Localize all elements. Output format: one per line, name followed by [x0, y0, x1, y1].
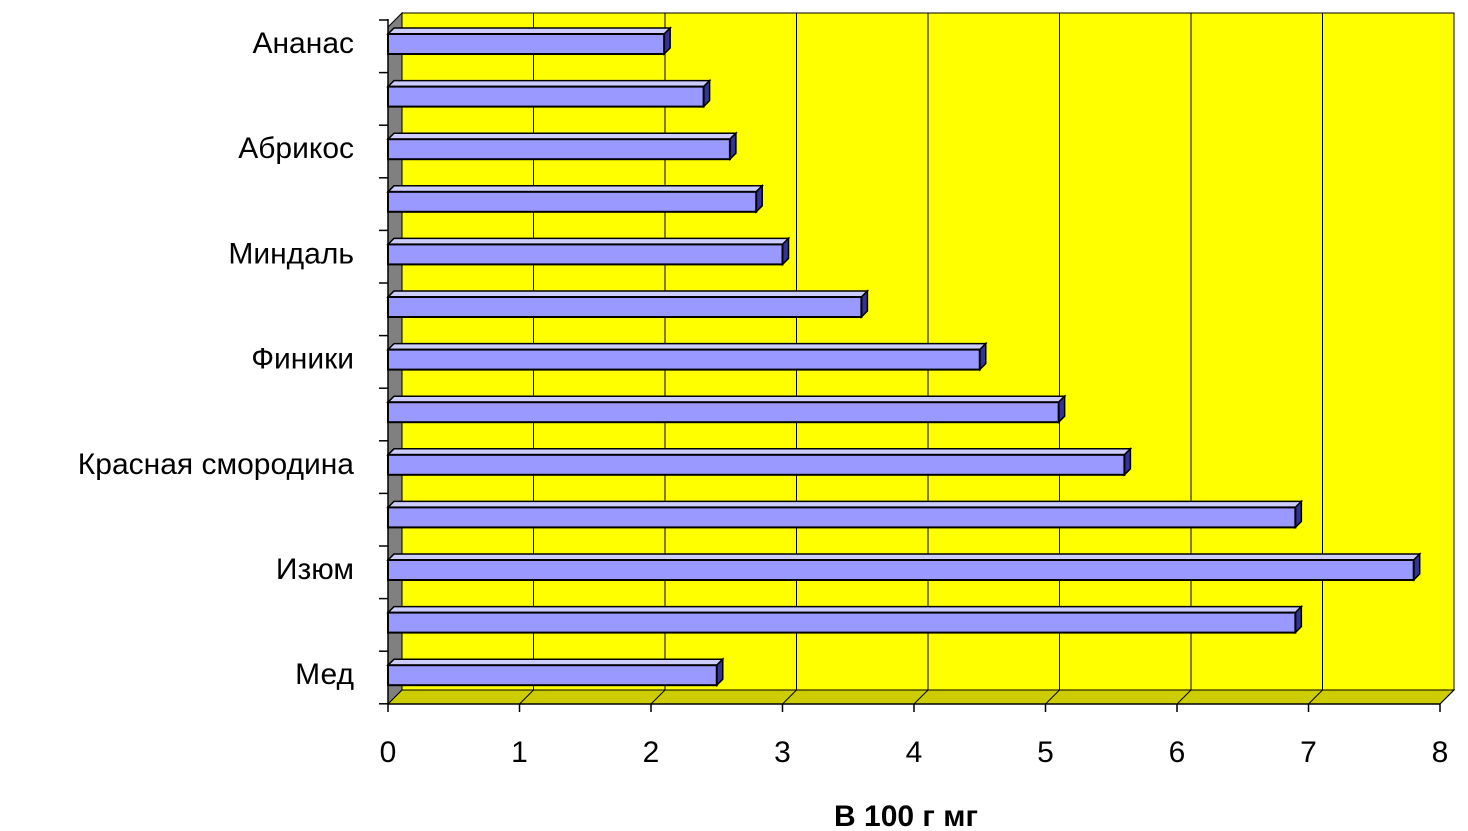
x-tick-label-1: 1 — [511, 736, 528, 769]
bar-front-1 — [387, 85, 705, 108]
x-tick-label-6: 6 — [1169, 736, 1186, 769]
floor-gridline-7 — [1308, 689, 1323, 705]
bar-front-0 — [387, 33, 666, 55]
x-tick-label-0: 0 — [380, 736, 397, 769]
axes — [379, 19, 1441, 712]
category-label-8: Красная смородина — [78, 448, 355, 481]
x-tick-label-3: 3 — [774, 736, 791, 769]
floor-gridline-1 — [519, 689, 534, 705]
bars — [386, 26, 1422, 688]
bar-front-2 — [387, 138, 731, 161]
floor-gridline-8 — [1439, 689, 1455, 705]
floor-gridline-2 — [650, 689, 666, 705]
bar-5 — [386, 289, 870, 319]
bar-8 — [386, 446, 1133, 477]
category-label-4: Миндаль — [228, 237, 354, 270]
bar-12 — [386, 657, 725, 688]
bar-front-9 — [387, 506, 1297, 529]
category-label-2: Абрикос — [238, 132, 354, 165]
bar-0 — [386, 26, 672, 56]
x-tick-labels: 0 1 2 3 4 5 6 7 8 — [380, 736, 1449, 769]
category-label-10: Изюм — [276, 553, 354, 586]
x-tick-label-5: 5 — [1037, 736, 1054, 769]
bar-front-11 — [387, 611, 1297, 634]
bar-3 — [386, 183, 765, 214]
bar-front-6 — [387, 348, 981, 371]
x-tick-label-8: 8 — [1432, 736, 1449, 769]
bar-2 — [386, 131, 738, 162]
bar-1 — [386, 78, 712, 109]
bar-front-12 — [387, 664, 718, 687]
bar-4 — [386, 236, 791, 267]
floor-gridline-6 — [1176, 689, 1192, 705]
bar-front-7 — [387, 401, 1060, 424]
bar-6 — [386, 341, 988, 372]
bar-front-4 — [387, 243, 784, 266]
x-tick-label-2: 2 — [643, 736, 660, 769]
bar-11 — [386, 604, 1304, 635]
floor-gridline-4 — [913, 689, 929, 705]
category-label-0: Ананас — [252, 27, 354, 60]
floor-gridline-5 — [1045, 689, 1060, 705]
bar-10 — [386, 552, 1422, 582]
x-axis-title: В 100 г мг — [834, 800, 978, 831]
bar-9 — [386, 499, 1304, 530]
bar-7 — [386, 394, 1067, 425]
floor-gridline-3 — [782, 689, 797, 705]
x-tick-label-4: 4 — [906, 736, 923, 769]
bar-front-5 — [387, 296, 863, 318]
bar-front-3 — [387, 190, 758, 213]
bar-front-10 — [387, 559, 1415, 581]
bar-front-8 — [387, 453, 1126, 476]
category-labels: Ананас Абрикос Миндаль Финики Красная смород… — [78, 27, 355, 691]
category-label-12: Мед — [295, 658, 354, 691]
x-tick-label-7: 7 — [1300, 736, 1317, 769]
category-label-6: Финики — [251, 343, 354, 376]
